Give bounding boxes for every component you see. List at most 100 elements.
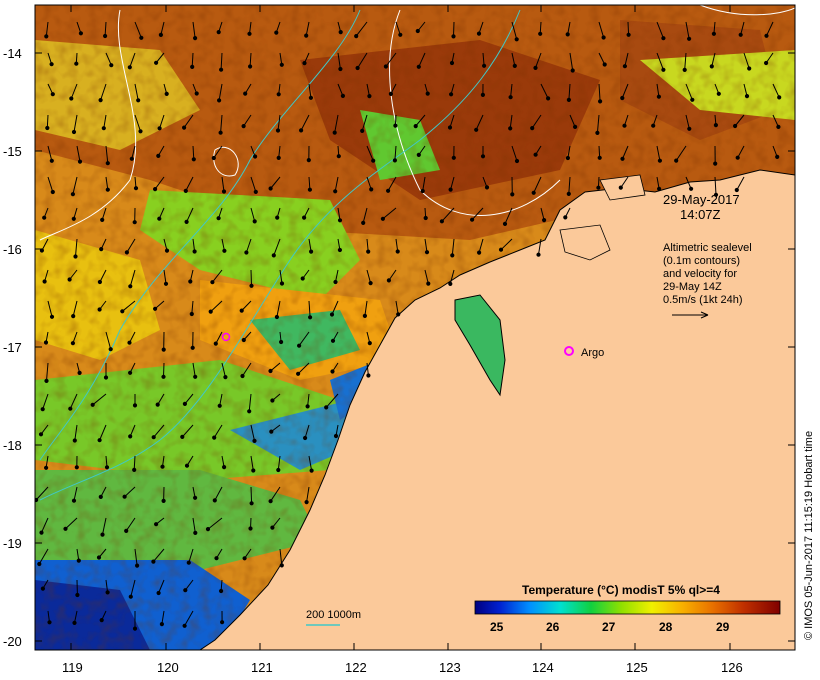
velocity-arrow-head [253, 189, 258, 194]
velocity-arrow [270, 486, 281, 502]
velocity-arrow-head [296, 371, 301, 376]
velocity-arrow-head [275, 128, 281, 133]
velocity-arrow [160, 21, 165, 36]
velocity-arrow-head [450, 253, 455, 258]
velocity-arrow-head [156, 153, 161, 158]
velocity-arrow-head [132, 220, 137, 225]
velocity-arrow [104, 21, 107, 37]
velocity-arrow-head [71, 216, 76, 221]
velocity-arrow [598, 21, 605, 38]
velocity-arrow-head [184, 219, 189, 224]
velocity-arrow [220, 52, 223, 70]
velocity-arrow-head [393, 123, 398, 128]
velocity-arrow [308, 455, 313, 471]
velocity-arrow [337, 83, 344, 97]
velocity-arrow-head [193, 530, 198, 536]
velocity-arrow [734, 114, 745, 127]
velocity-arrow-head [63, 526, 68, 531]
velocity-arrow [337, 52, 341, 70]
velocity-arrow-head [533, 152, 538, 157]
velocity-arrow-head [75, 592, 80, 598]
velocity-arrow [366, 176, 372, 190]
velocity-arrow-head [674, 158, 679, 163]
velocity-arrow-head [309, 249, 314, 254]
velocity-arrow [568, 176, 571, 194]
velocity-arrow [306, 486, 310, 503]
velocity-arrow-head [218, 130, 223, 135]
velocity-arrow [387, 176, 397, 192]
velocity-arrow [215, 331, 223, 344]
velocity-arrow [248, 393, 252, 412]
velocity-arrow-head [70, 192, 76, 197]
velocity-arrow-head [367, 341, 372, 346]
velocity-arrow-head [208, 309, 213, 314]
velocity-arrow [213, 145, 223, 159]
velocity-arrow-head [128, 284, 133, 289]
velocity-arrow-head [735, 155, 740, 160]
velocity-arrow-head [510, 192, 515, 197]
velocity-arrow [249, 52, 252, 67]
argo-label: Argo [581, 347, 604, 359]
velocity-arrow-head [72, 620, 77, 626]
velocity-arrow [250, 455, 254, 471]
velocity-arrow-head [40, 586, 46, 591]
velocity-arrow [531, 114, 542, 129]
velocity-arrow-head [161, 347, 166, 352]
velocity-arrow-head [153, 187, 158, 192]
lat-tick-label: -20 [3, 634, 22, 649]
velocity-arrow-head [601, 35, 606, 40]
velocity-arrow-head [279, 339, 284, 345]
velocity-arrow-head [139, 35, 144, 40]
velocity-arrow [42, 393, 49, 410]
velocity-arrow-head [595, 130, 600, 135]
velocity-arrow [134, 21, 142, 38]
velocity-arrow-head [425, 91, 430, 96]
velocity-arrow-head [212, 435, 217, 440]
velocity-arrow [220, 114, 223, 133]
velocity-arrow [685, 21, 690, 39]
velocity-arrow [395, 300, 399, 315]
velocity-arrow-head [713, 192, 719, 197]
velocity-arrow-head [219, 67, 224, 72]
velocity-arrow-head [416, 64, 421, 69]
velocity-arrow [35, 486, 49, 501]
velocity-arrow [711, 52, 716, 67]
colorbar-tick: 25 [490, 620, 504, 634]
velocity-arrow [656, 21, 664, 39]
velocity-arrow [277, 114, 281, 131]
velocity-arrow [72, 300, 78, 317]
velocity-arrow [103, 114, 107, 129]
velocity-arrow-head [306, 158, 311, 163]
velocity-arrow-head [37, 561, 42, 567]
velocity-arrow-head [157, 216, 162, 221]
colorbar-title: Temperature (°C) modisT 5% ql>=4 [522, 583, 720, 597]
velocity-arrow-head [338, 66, 343, 72]
velocity-arrow-head [439, 219, 444, 224]
velocity-arrow-head [240, 373, 245, 379]
velocity-arrow [685, 176, 692, 189]
velocity-arrow-head [395, 249, 400, 254]
velocity-arrow-head [738, 32, 743, 37]
velocity-arrow [569, 52, 574, 71]
velocity-arrow-head [661, 67, 666, 72]
velocity-arrow-head [214, 556, 219, 561]
velocity-arrow [74, 424, 78, 441]
velocity-arrow-head [476, 31, 482, 36]
velocity-arrow-head [73, 254, 78, 259]
velocity-arrow-head [776, 124, 781, 130]
velocity-arrow-head [132, 626, 138, 631]
velocity-arrow-head [129, 156, 134, 161]
map-date: 29-May-2017 [663, 192, 740, 207]
velocity-arrow-head [620, 95, 625, 101]
velocity-arrow-head [136, 98, 141, 103]
velocity-arrow-head [216, 29, 221, 35]
velocity-arrow-head [241, 337, 246, 343]
velocity-arrow-head [330, 338, 336, 343]
velocity-arrow-head [105, 161, 110, 166]
velocity-arrow [482, 52, 485, 66]
velocity-arrows [35, 21, 782, 631]
velocity-arrow [212, 269, 223, 283]
velocity-arrow-head [764, 60, 769, 66]
velocity-arrow-head [279, 62, 284, 67]
